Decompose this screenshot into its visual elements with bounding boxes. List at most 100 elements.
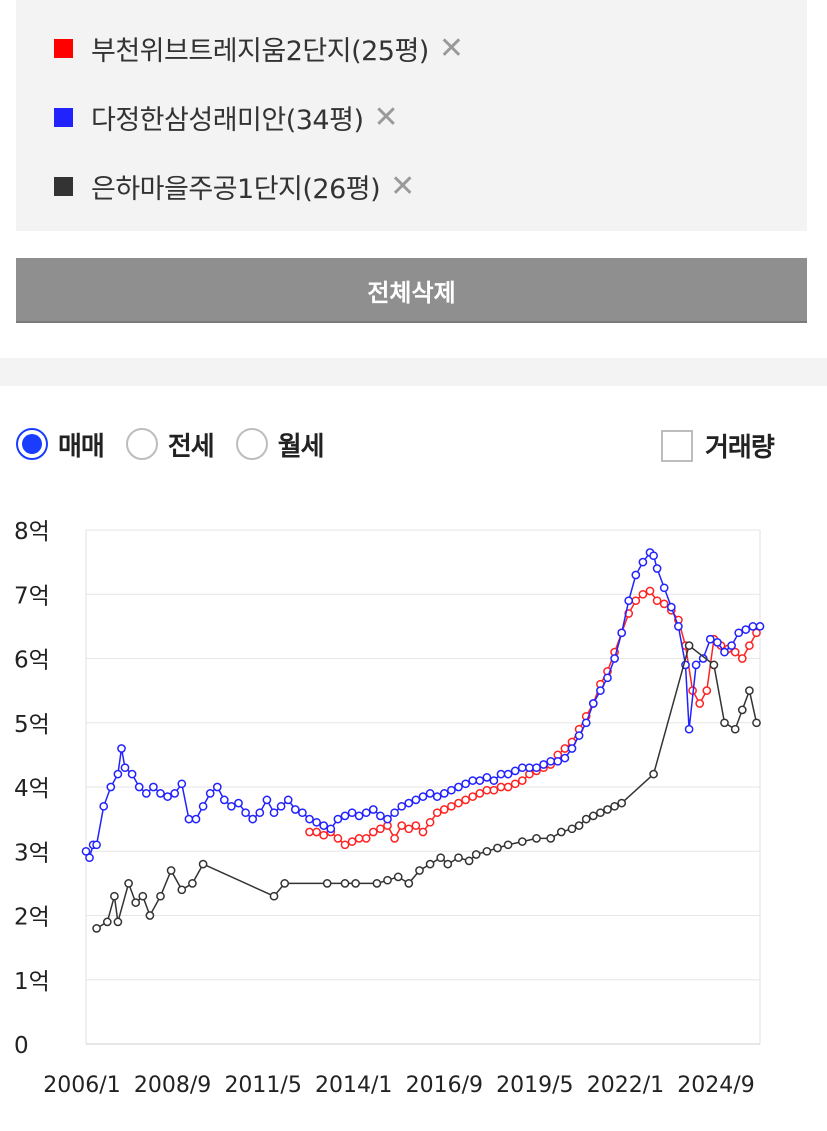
data-point <box>340 811 350 821</box>
data-point <box>489 785 499 795</box>
data-point <box>131 898 141 907</box>
x-tick-label: 2019/5 <box>496 1073 573 1098</box>
data-point <box>404 824 414 834</box>
close-icon[interactable]: ✕ <box>390 168 415 204</box>
data-point <box>588 699 598 708</box>
radio-label: 전세 <box>167 431 215 462</box>
data-point <box>347 837 357 846</box>
data-point <box>333 834 343 843</box>
data-point <box>475 789 485 798</box>
radio-unchecked-icon[interactable] <box>125 428 158 460</box>
data-point <box>503 840 513 850</box>
x-tick-label: 2016/9 <box>406 1073 483 1098</box>
radio-checked-icon[interactable] <box>16 428 48 460</box>
data-point <box>340 840 350 850</box>
data-point <box>588 811 598 821</box>
data-point <box>517 763 527 773</box>
data-point <box>106 782 116 792</box>
data-point <box>443 859 453 869</box>
data-point <box>99 801 109 811</box>
data-point <box>248 814 258 824</box>
data-point <box>227 801 236 811</box>
data-point <box>383 814 392 824</box>
data-point <box>81 846 91 856</box>
data-point <box>361 808 371 818</box>
data-point <box>610 801 619 811</box>
radio-jeonse[interactable]: 전세 <box>125 426 215 463</box>
volume-label: 거래량 <box>705 433 775 463</box>
radio-unchecked-icon[interactable] <box>235 428 268 460</box>
data-point <box>432 808 442 818</box>
data-point <box>276 801 286 811</box>
radio-monthly-rent[interactable]: 월세 <box>235 426 325 463</box>
data-point <box>205 789 215 798</box>
data-point <box>666 602 676 612</box>
data-point <box>741 625 751 634</box>
data-point <box>581 814 591 824</box>
data-point <box>280 879 290 888</box>
data-point <box>149 782 158 792</box>
x-tick-label: 2022/1 <box>587 1073 664 1098</box>
data-point <box>113 917 123 927</box>
data-point <box>141 789 151 798</box>
y-tick-label: 3억 <box>14 840 50 866</box>
data-point <box>553 756 563 766</box>
data-point <box>525 763 534 773</box>
data-point <box>166 866 176 875</box>
data-point <box>368 827 378 837</box>
data-point <box>503 769 513 779</box>
data-point <box>305 814 314 824</box>
data-point <box>368 805 378 814</box>
price-history-chart: 0 1억 2억 3억 4억 5억 6억 7억 8억 2006/1 2008/9 2011/5 2014/… <box>14 519 765 1098</box>
data-point <box>727 641 736 650</box>
data-point <box>517 837 527 846</box>
data-point <box>468 776 478 785</box>
data-point <box>631 596 641 606</box>
delete-all-button[interactable]: 전체삭제 <box>16 258 807 323</box>
checkbox-unchecked-icon[interactable] <box>661 429 693 462</box>
data-point <box>674 622 683 631</box>
data-point <box>404 798 414 808</box>
data-point <box>117 744 126 753</box>
data-point <box>298 808 307 818</box>
data-point <box>482 773 492 782</box>
data-point <box>581 718 591 728</box>
radio-label: 매매 <box>58 431 105 462</box>
data-point <box>351 879 360 888</box>
data-point <box>188 879 197 888</box>
volume-checkbox[interactable]: 거래량 <box>661 427 775 464</box>
data-point <box>748 622 758 631</box>
data-point <box>177 779 187 789</box>
data-point <box>305 827 314 837</box>
close-icon[interactable]: ✕ <box>438 30 464 66</box>
data-point <box>510 779 520 789</box>
y-tick-label: 5억 <box>14 712 50 738</box>
data-point <box>454 853 463 863</box>
data-point <box>617 798 627 808</box>
data-point <box>755 622 765 631</box>
data-point <box>510 766 520 776</box>
y-tick-label: 2억 <box>14 905 50 931</box>
data-point <box>85 853 94 863</box>
y-tick-label: 0 <box>14 1033 29 1059</box>
data-point <box>436 853 446 863</box>
y-tick-label: 1억 <box>14 969 50 995</box>
close-icon[interactable]: ✕ <box>373 99 399 135</box>
data-point <box>556 827 566 837</box>
data-point <box>404 879 414 888</box>
data-point <box>411 795 421 805</box>
data-point <box>596 808 605 818</box>
data-point <box>517 776 527 785</box>
data-point <box>340 879 350 888</box>
radio-sale[interactable]: 매매 <box>16 426 105 463</box>
data-point <box>468 792 478 801</box>
compare-item-name: 부천위브트레지움2단지(25평) <box>91 35 429 67</box>
data-point <box>347 808 357 818</box>
data-point <box>737 654 747 663</box>
data-point <box>482 785 492 795</box>
data-point <box>383 875 392 885</box>
data-point <box>397 801 407 811</box>
data-point <box>425 789 435 798</box>
data-point <box>241 808 250 818</box>
data-point <box>283 795 293 805</box>
